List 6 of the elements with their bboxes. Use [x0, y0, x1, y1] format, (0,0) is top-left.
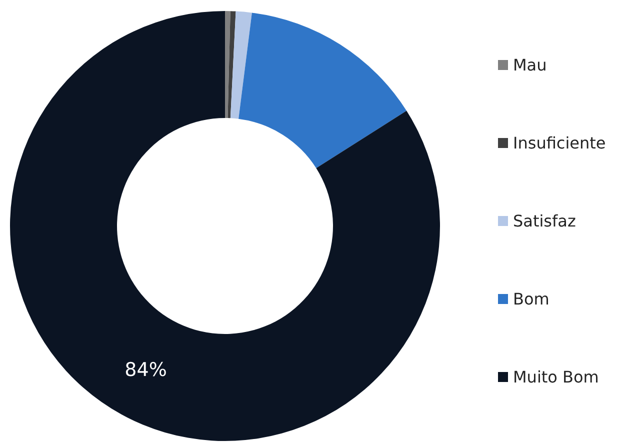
- legend-label: Insuficiente: [513, 134, 606, 152]
- legend-label: Mau: [513, 56, 547, 74]
- legend-label: Muito Bom: [513, 368, 599, 386]
- data-label: 84%: [124, 359, 167, 382]
- legend-label: Satisfaz: [513, 212, 576, 230]
- legend-label: Bom: [513, 290, 550, 308]
